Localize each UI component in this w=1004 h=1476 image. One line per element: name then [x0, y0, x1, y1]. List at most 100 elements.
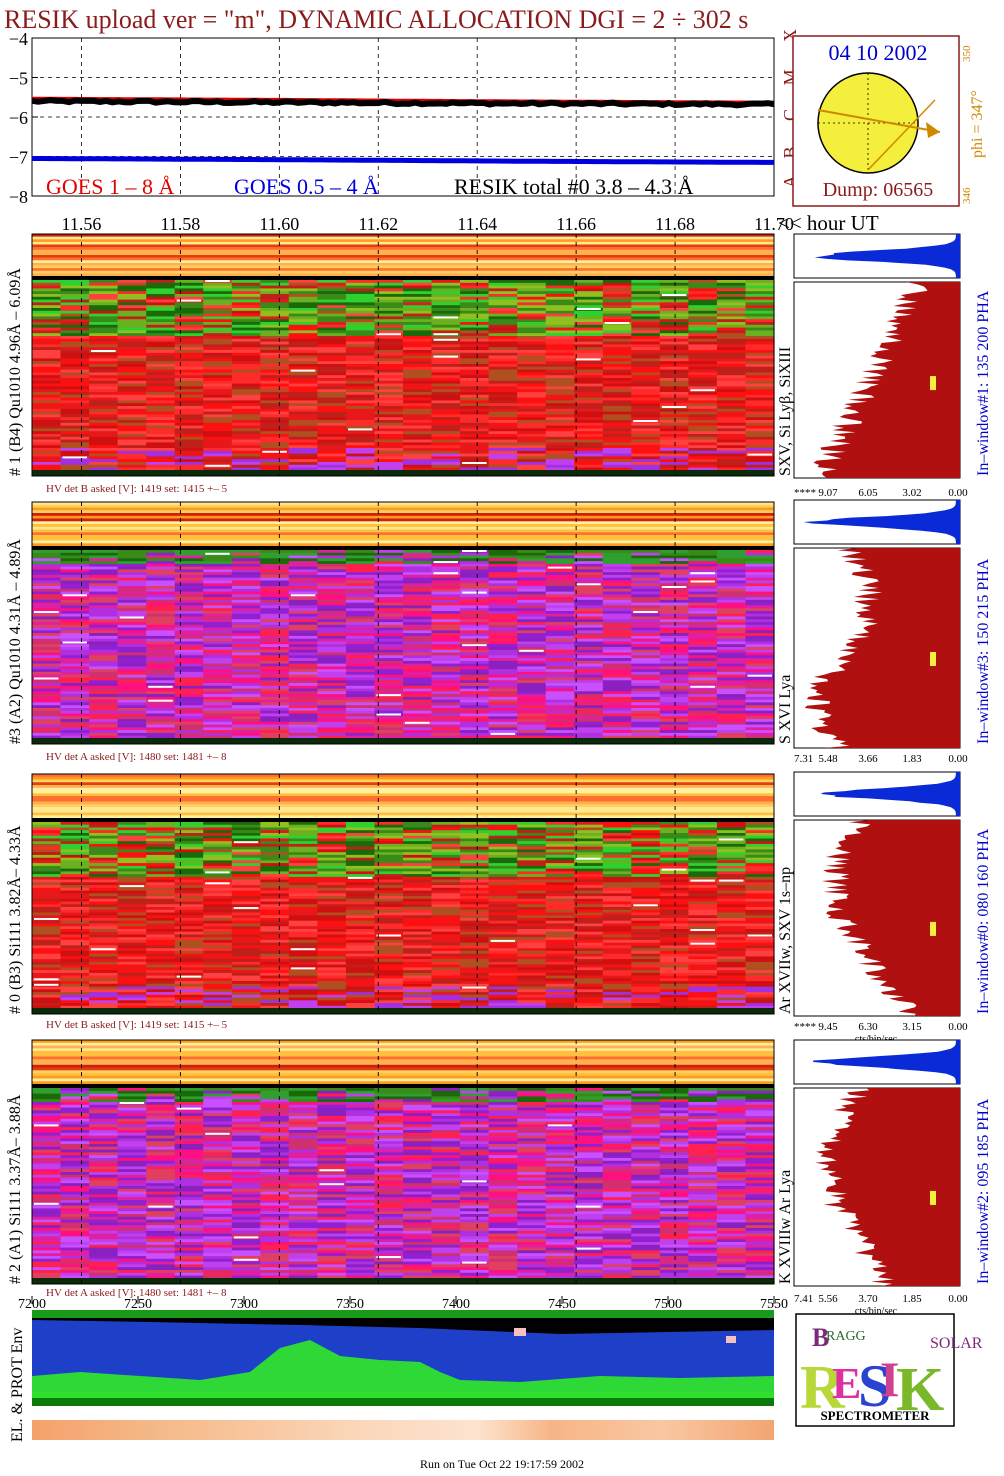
heatmap-cell — [260, 830, 289, 833]
heatmap-cell — [460, 888, 489, 891]
heatmap-highlight — [662, 406, 687, 408]
heatmap-highlight — [748, 454, 773, 456]
heatmap-cell — [232, 902, 261, 905]
heatmap-cell — [203, 926, 232, 929]
heatmap-cell — [89, 926, 118, 929]
side-scale-label: 7.31 — [794, 753, 813, 765]
heatmap-cell — [175, 855, 204, 858]
heatmap-cell — [717, 926, 746, 929]
panel-window-label: In–window#1: 135 200 PHA — [975, 290, 992, 476]
heatmap-cell — [432, 882, 461, 885]
heatmap-cell — [432, 849, 461, 852]
heatmap-cell — [460, 932, 489, 935]
side-scale-label: 9.07 — [818, 487, 838, 499]
heatmap-cell — [89, 855, 118, 858]
heatmap-cell — [375, 874, 404, 877]
heatmap-cell — [260, 893, 289, 896]
heatmap-highlight — [377, 333, 402, 335]
heatmap-cell — [175, 893, 204, 896]
side-scale-label: 5.48 — [818, 753, 838, 765]
heatmap-highlight — [662, 294, 687, 296]
heatmap-cell — [717, 921, 746, 924]
heatmap-cell — [717, 902, 746, 905]
hv-status-text: HV det B asked [V]: 1419 set: 1415 +– 5 — [46, 483, 228, 495]
heatmap-cell — [746, 907, 775, 910]
heatmap-cell — [118, 907, 147, 910]
heatmap-highlight — [690, 929, 715, 931]
heatmap-cell — [631, 921, 660, 924]
heatmap-cell — [203, 863, 232, 866]
heatmap-cell — [118, 863, 147, 866]
heatmap-cell — [289, 907, 318, 910]
heatmap-highlight — [262, 451, 287, 453]
heatmap-cell — [546, 921, 575, 924]
heatmap-cell — [118, 902, 147, 905]
heatmap-highlight — [34, 678, 59, 680]
goes-ytick-label: −4 — [9, 29, 28, 49]
heatmap-cell — [375, 902, 404, 905]
heatmap-cell — [289, 893, 318, 896]
sun-date: 04 10 2002 — [829, 40, 928, 65]
heatmap-highlight — [205, 871, 230, 873]
heatmap-cell — [61, 940, 90, 943]
heatmap-cell — [574, 825, 603, 828]
heatmap-cell — [460, 907, 489, 910]
heatmap-cell — [403, 888, 432, 891]
heatmap-cell — [517, 888, 546, 891]
heatmap-cell — [260, 921, 289, 924]
heatmap-cell — [489, 830, 518, 833]
heatmap-highlight — [34, 918, 59, 920]
heatmap-cell — [203, 913, 232, 916]
heatmap-cell — [688, 874, 717, 877]
heatmap-cell — [61, 849, 90, 852]
heatmap-highlight — [462, 462, 487, 464]
heatmap-bottom-band — [32, 738, 774, 744]
heatmap-cell — [432, 913, 461, 916]
heatmap-cell — [489, 907, 518, 910]
heatmap-cell — [631, 844, 660, 847]
heatmap-cell — [746, 849, 775, 852]
heatmap-cell — [175, 882, 204, 885]
heatmap-cell — [489, 882, 518, 885]
heatmap-cell — [403, 869, 432, 872]
heatmap-cell — [175, 888, 204, 891]
heatmap-cell — [403, 902, 432, 905]
heatmap-cell — [546, 888, 575, 891]
heatmap-cell — [89, 902, 118, 905]
heatmap-cell — [688, 869, 717, 872]
heatmap-cell — [289, 921, 318, 924]
heatmap-cell — [146, 888, 175, 891]
heatmap-cell — [746, 893, 775, 896]
heatmap-cell — [746, 882, 775, 885]
heatmap-cell — [317, 921, 346, 924]
heatmap-cell — [61, 907, 90, 910]
heatmap-cell — [317, 869, 346, 872]
hour-tick-label: 11.58 — [160, 214, 200, 234]
heatmap-cell — [317, 902, 346, 905]
heatmap-highlight — [205, 553, 230, 555]
heatmap-cell — [688, 921, 717, 924]
heatmap-cell — [61, 882, 90, 885]
heatmap-cell — [660, 888, 689, 891]
heatmap-cell — [403, 921, 432, 924]
heatmap-cell — [61, 836, 90, 839]
goes-ytick-label: −8 — [9, 187, 28, 207]
heatmap-cell — [260, 825, 289, 828]
heatmap-cell — [289, 902, 318, 905]
heatmap-highlight — [462, 550, 487, 552]
heatmap-cell — [32, 836, 61, 839]
heatmap-cell — [403, 940, 432, 943]
heatmap-cell — [603, 893, 632, 896]
heatmap-cell — [289, 863, 318, 866]
heatmap-cell — [118, 869, 147, 872]
legend-goes-red: GOES 1 – 8 Å — [46, 174, 174, 199]
heatmap-cell — [375, 932, 404, 935]
heatmap-highlight — [63, 594, 88, 596]
side-scale-label: 3.02 — [902, 487, 921, 499]
heatmap-cell — [717, 844, 746, 847]
heatmap-cell — [603, 874, 632, 877]
heatmap-cell — [517, 836, 546, 839]
heatmap-cell — [432, 855, 461, 858]
heatmap-highlight — [434, 572, 459, 574]
heatmap-highlight — [719, 880, 744, 882]
